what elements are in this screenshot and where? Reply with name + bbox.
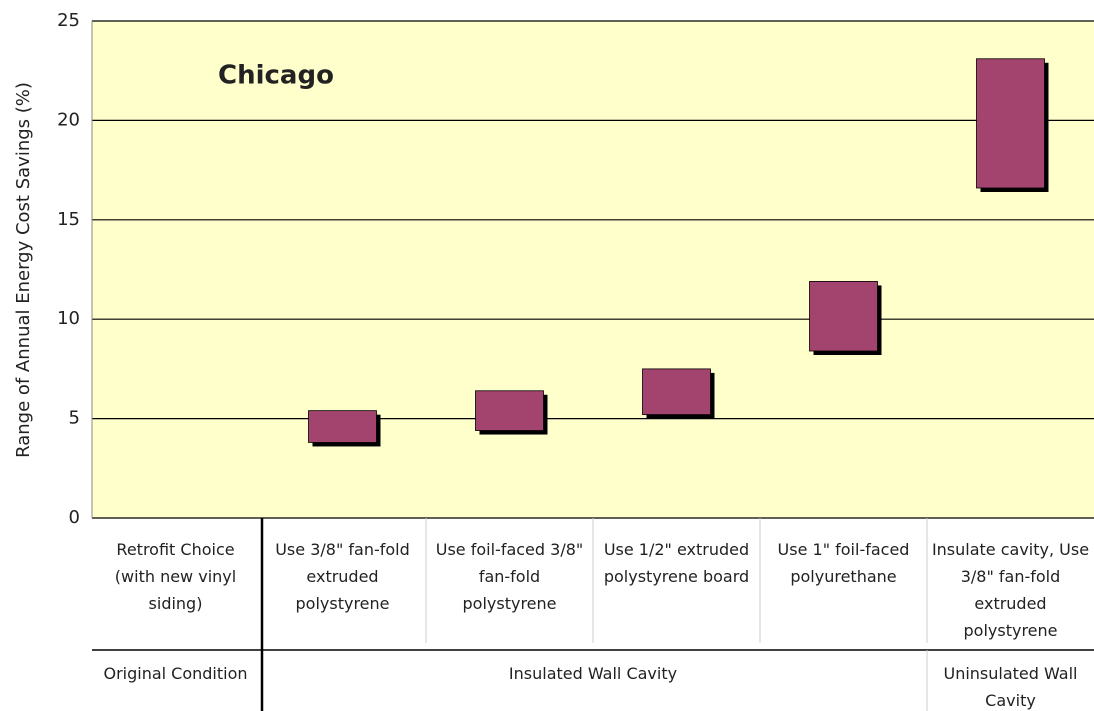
plot-area bbox=[92, 21, 1094, 518]
x-tick-label: Retrofit Choice (with new vinyl siding) bbox=[114, 540, 237, 613]
group-label: Original Condition bbox=[103, 664, 248, 683]
x-tick-label: Use 1" foil-faced polyurethane bbox=[777, 540, 910, 586]
y-tick-label: 15 bbox=[57, 209, 80, 230]
y-tick-label: 5 bbox=[69, 408, 80, 429]
bar bbox=[642, 368, 711, 416]
bar bbox=[809, 281, 878, 352]
y-tick-label: 10 bbox=[57, 308, 80, 329]
y-tick-label: 20 bbox=[57, 109, 80, 130]
x-tick-label: Use 1/2" extruded polystyrene board bbox=[603, 540, 750, 586]
x-tick-label: Use foil-faced 3/8" fan-fold polystyrene bbox=[435, 540, 584, 613]
group-label: Uninsulated Wall Cavity bbox=[943, 664, 1078, 710]
x-tick-label: Use 3/8" fan-fold extruded polystyrene bbox=[275, 540, 410, 613]
bar bbox=[308, 410, 377, 443]
y-tick-label: 0 bbox=[69, 507, 80, 528]
y-tick-label: 25 bbox=[57, 10, 80, 31]
x-tick-label: Insulate cavity, Use 3/8" fan-fold extru… bbox=[931, 540, 1090, 640]
y-axis-label: Range of Annual Energy Cost Savings (%) bbox=[13, 82, 34, 458]
group-label: Insulated Wall Cavity bbox=[508, 664, 678, 683]
chart-title: Chicago bbox=[218, 61, 334, 91]
bar bbox=[976, 58, 1045, 189]
bar bbox=[475, 390, 544, 431]
